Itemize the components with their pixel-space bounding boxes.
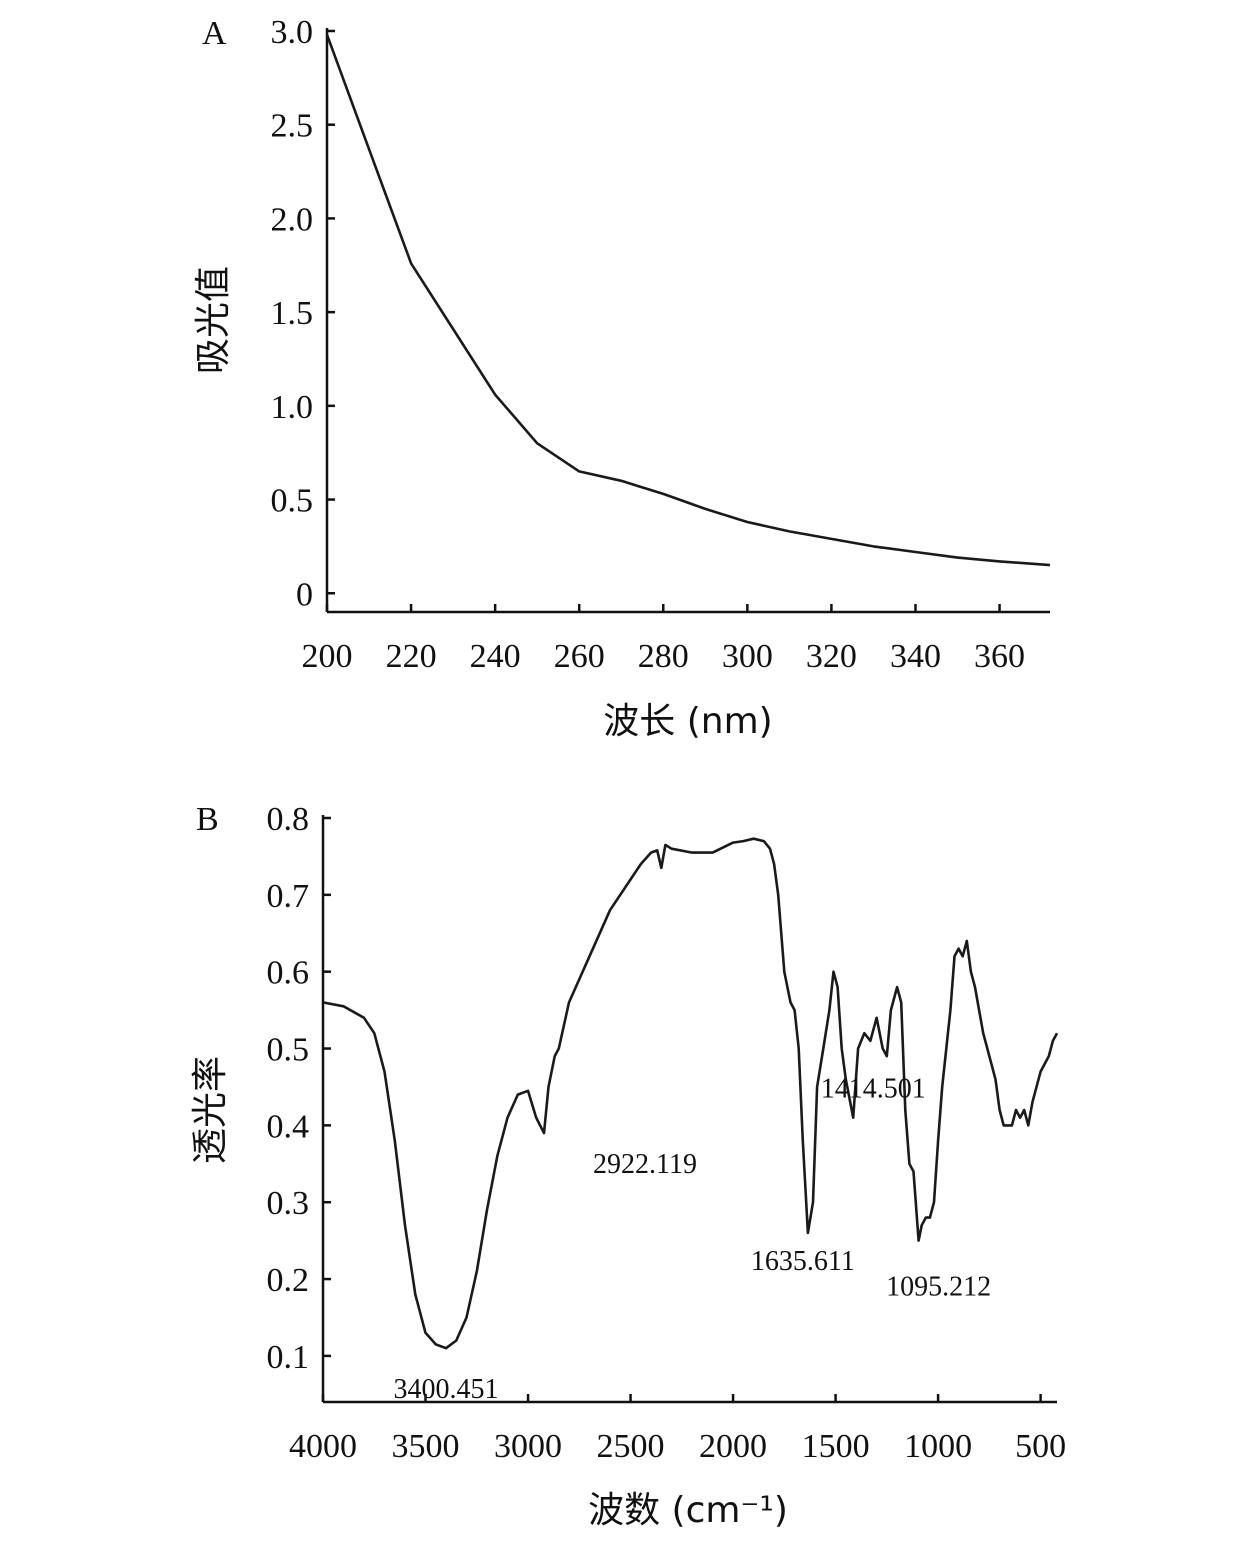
- panel-b-peak-labels: 3400.451 2922.119 1635.611 1414.501 1095.212: [394, 1074, 992, 1406]
- panel-a-x-tick-label: 340: [890, 638, 941, 675]
- panel-b-peak-label: 1095.212: [886, 1272, 991, 1303]
- panel-a-y-tick-label: 2.0: [271, 201, 314, 238]
- panel-a-x-tick-label: 280: [638, 638, 689, 675]
- panel-a-y-tick-label: 1.0: [271, 389, 314, 426]
- panel-a-ticks: 200 220 240 260 280 300 320 340 360 0 0.5 1.0 1.5 2.0…: [271, 14, 1026, 675]
- panel-b-y-tick-label: 0.7: [267, 878, 310, 915]
- panel-b-x-tick-label: 500: [1015, 1428, 1066, 1465]
- panel-b-x-tick-label: 1500: [802, 1428, 870, 1465]
- panel-b-x-axis-title: 波数 (cm⁻¹): [588, 1490, 788, 1531]
- panel-a-y-tick-label: 2.5: [271, 108, 314, 145]
- panel-a-absorbance-line: [325, 34, 1051, 567]
- panel-b-y-tick-label: 0.3: [267, 1185, 310, 1222]
- panel-a-y-tick-label: 3.0: [271, 14, 314, 51]
- panel-a-x-tick-label: 260: [554, 638, 605, 675]
- panel-b-x-tick-label: 1000: [904, 1428, 972, 1465]
- panel-a-x-tick-label: 300: [722, 638, 773, 675]
- panel-a-x-tick-label: 320: [806, 638, 857, 675]
- panel-b-peak-label: 3400.451: [394, 1374, 499, 1405]
- panel-b-y-tick-label: 0.6: [267, 955, 310, 992]
- panel-b-x-tick-label: 4000: [289, 1428, 357, 1465]
- panel-b-letter: B: [196, 801, 219, 838]
- panel-a-x-tick-label: 240: [470, 638, 521, 675]
- panel-b-transmittance-line: [322, 837, 1059, 1350]
- panel-b-peak-label: 1635.611: [751, 1246, 855, 1277]
- panel-a-y-tick-label: 1.5: [271, 295, 314, 332]
- panel-b-y-tick-label: 0.4: [267, 1108, 310, 1145]
- panel-b-x-tick-label: 3000: [494, 1428, 562, 1465]
- panel-b-y-tick-label: 0.8: [267, 801, 310, 838]
- panel-a-x-tick-label: 220: [386, 638, 437, 675]
- panel-b-y-axis-title: 透光率: [190, 1056, 231, 1164]
- panel-a-y-tick-label: 0.5: [271, 483, 314, 520]
- panel-b-x-tick-label: 2500: [597, 1428, 665, 1465]
- panel-a-y-tick-label: 0: [296, 576, 313, 613]
- panel-a-chart: A 200 220 240 260 280 300 320 340 36000.51.01.52…: [193, 14, 1051, 742]
- panel-b-peak-label: 2922.119: [593, 1149, 697, 1180]
- panel-b-y-tick-label: 0.5: [267, 1032, 310, 1069]
- panel-b-peak-label: 1414.501: [821, 1074, 926, 1105]
- panel-a-y-axis-title: 吸光值: [193, 266, 234, 374]
- panel-b-x-tick-label: 3500: [392, 1428, 460, 1465]
- panel-b-ticks: 4000 3500 3000 2500 2000 1500 1000 500 0.1 0.2 0.3…: [267, 801, 1067, 1465]
- panel-b-y-tick-label: 0.2: [267, 1262, 310, 1299]
- panel-a-x-tick-label: 360: [974, 638, 1025, 675]
- panel-b-y-tick-label: 0.1: [267, 1339, 310, 1376]
- panel-a-x-axis-title: 波长 (nm): [603, 701, 772, 742]
- panel-a-letter: A: [202, 15, 227, 52]
- panel-a-x-tick-label: 200: [302, 638, 353, 675]
- panel-b-chart: B 4000 3500 3000 2500 2000 1500 1000 500 0.1 0.2 0…: [190, 801, 1066, 1531]
- panel-b-x-tick-label: 2000: [699, 1428, 767, 1465]
